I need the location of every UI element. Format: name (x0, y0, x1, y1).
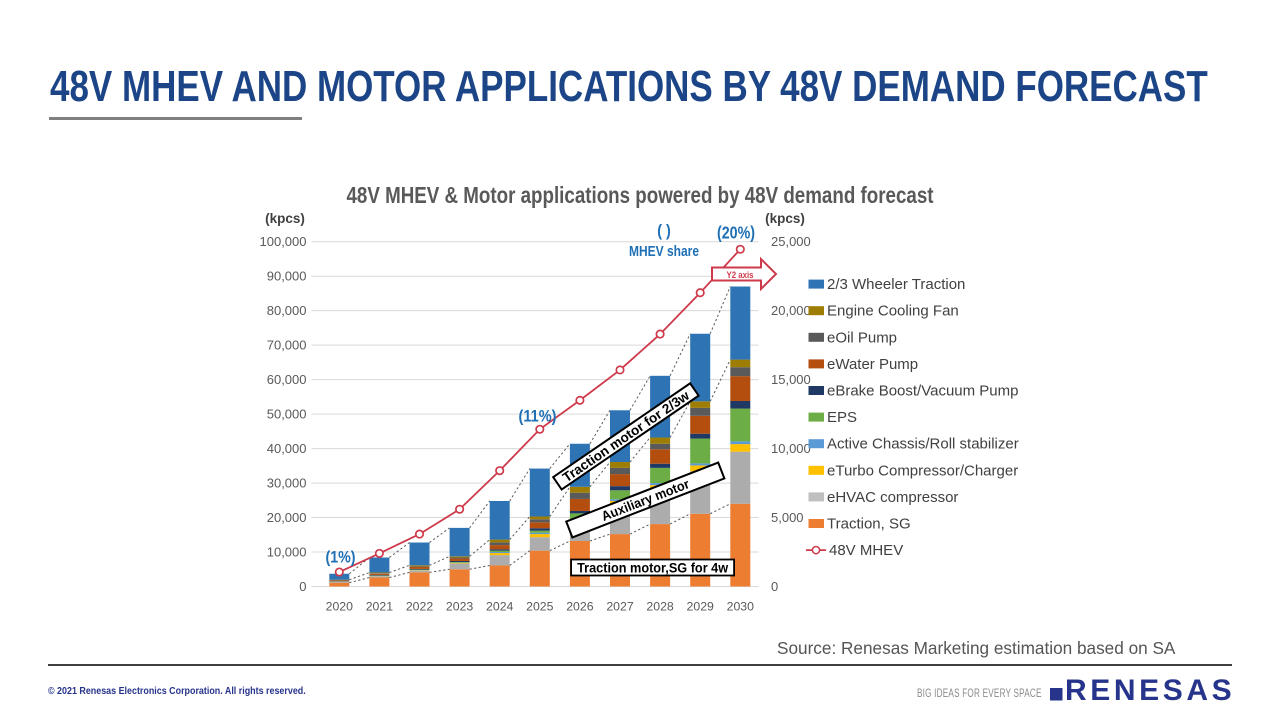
svg-text:10,000: 10,000 (267, 545, 307, 560)
svg-text:2025: 2025 (526, 600, 554, 614)
svg-text:2022: 2022 (406, 600, 434, 614)
svg-text:60,000: 60,000 (267, 372, 307, 387)
svg-text:Engine Cooling Fan: Engine Cooling Fan (827, 303, 959, 320)
svg-text:eBrake Boost/Vacuum Pump: eBrake Boost/Vacuum Pump (827, 383, 1018, 400)
svg-text:( ): ( ) (657, 221, 671, 240)
svg-text:20,000: 20,000 (771, 303, 811, 318)
svg-text:90,000: 90,000 (267, 269, 307, 284)
svg-text:70,000: 70,000 (267, 338, 307, 353)
svg-text:eWater Pump: eWater Pump (827, 356, 918, 373)
svg-text:0: 0 (771, 579, 778, 594)
svg-text:2024: 2024 (486, 600, 514, 614)
svg-text:2028: 2028 (646, 600, 674, 614)
svg-text:40,000: 40,000 (267, 441, 307, 456)
svg-text:2026: 2026 (566, 600, 594, 614)
svg-text:RENESAS: RENESAS (1065, 674, 1235, 706)
svg-text:5,000: 5,000 (771, 510, 804, 525)
svg-text:Active Chassis/Roll stabilizer: Active Chassis/Roll stabilizer (827, 436, 1019, 453)
svg-text:eOil Pump: eOil Pump (827, 329, 897, 346)
svg-text:48V MHEV: 48V MHEV (829, 542, 903, 559)
svg-text:25,000: 25,000 (771, 234, 811, 249)
svg-text:(kpcs): (kpcs) (265, 211, 305, 226)
svg-text:10,000: 10,000 (771, 441, 811, 456)
svg-text:2029: 2029 (687, 600, 715, 614)
svg-text:2027: 2027 (606, 600, 634, 614)
svg-text:100,000: 100,000 (260, 234, 307, 249)
svg-text:Y2 axis: Y2 axis (727, 270, 754, 281)
svg-text:2021: 2021 (366, 600, 394, 614)
svg-text:eHVAC compressor: eHVAC compressor (827, 489, 958, 506)
svg-text:2023: 2023 (446, 600, 474, 614)
svg-text:15,000: 15,000 (771, 372, 811, 387)
svg-text:eTurbo Compressor/Charger: eTurbo Compressor/Charger (827, 462, 1018, 479)
svg-text:30,000: 30,000 (267, 476, 307, 491)
svg-text:80,000: 80,000 (267, 303, 307, 318)
svg-text:2030: 2030 (727, 600, 755, 614)
svg-text:(kpcs): (kpcs) (765, 211, 805, 226)
svg-text:EPS: EPS (827, 409, 857, 426)
svg-text:50,000: 50,000 (267, 407, 307, 422)
svg-text:(20%): (20%) (717, 223, 755, 243)
svg-text:48V MHEV & Motor applications: 48V MHEV & Motor applications powered by… (347, 182, 934, 208)
svg-text:20,000: 20,000 (267, 510, 307, 525)
svg-text:(1%): (1%) (326, 548, 356, 567)
svg-text:MHEV share: MHEV share (629, 244, 699, 260)
svg-text:0: 0 (299, 579, 306, 594)
svg-text:Traction motor,SG for 4w: Traction motor,SG for 4w (577, 559, 728, 575)
svg-text:2/3 Wheeler Traction: 2/3 Wheeler Traction (827, 276, 965, 293)
svg-text:Traction, SG: Traction, SG (827, 516, 911, 533)
svg-text:(11%): (11%) (519, 407, 557, 426)
svg-text:2020: 2020 (326, 600, 354, 614)
